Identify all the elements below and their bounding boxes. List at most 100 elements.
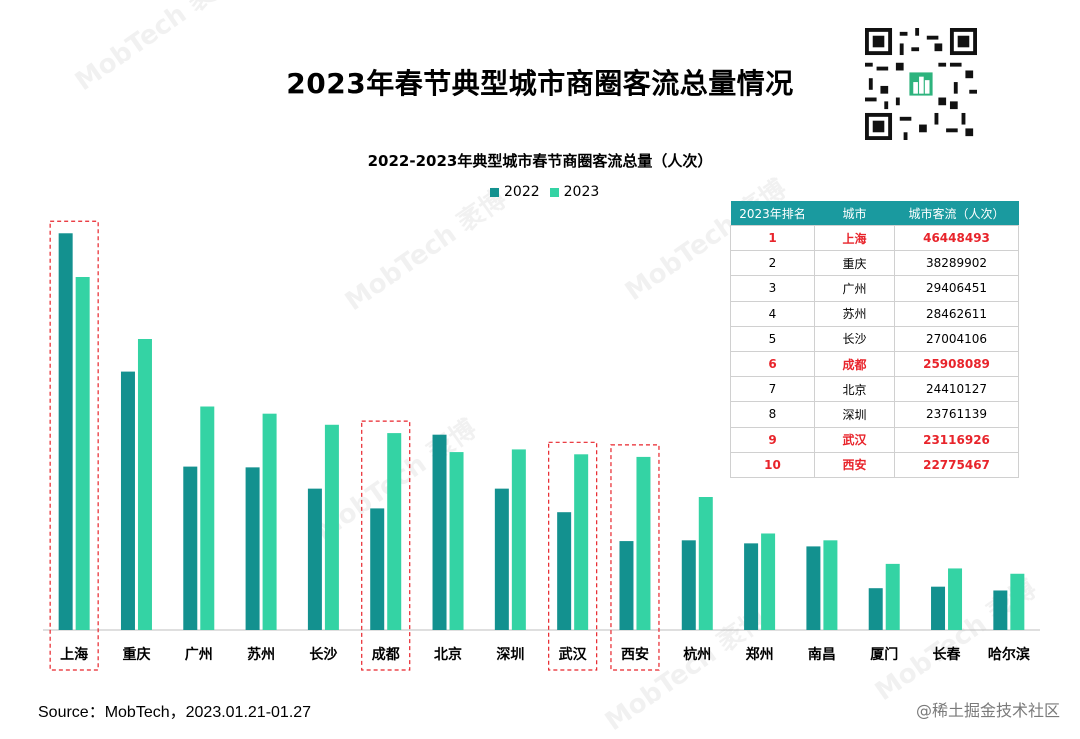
table-cell-flow: 27004106 <box>894 325 1019 352</box>
bar-2023 <box>262 413 277 630</box>
x-tick-label: 武汉 <box>559 646 588 663</box>
x-tick-label: 杭州 <box>683 646 711 663</box>
bar-2022 <box>931 586 946 630</box>
table-cell-city: 成都 <box>814 350 895 378</box>
legend-item-2023: 2023 <box>549 184 600 200</box>
x-tick-label: 厦门 <box>870 646 898 663</box>
x-tick-label: 北京 <box>434 646 462 663</box>
table-cell-city: 北京 <box>814 376 895 403</box>
table-cell-city: 武汉 <box>814 426 895 453</box>
table-cell-city: 重庆 <box>814 250 895 277</box>
table-cell-flow: 46448493 <box>894 224 1019 252</box>
table-header-flow: 城市客流（人次） <box>894 201 1019 226</box>
table-cell-rank: 7 <box>730 376 815 403</box>
bar-2022 <box>619 541 634 630</box>
legend-label-2023: 2023 <box>563 184 600 200</box>
table-cell-rank: 3 <box>730 275 815 302</box>
qr-code-icon <box>865 28 977 140</box>
table-row: 6 成都 25908089 <box>730 350 1019 378</box>
highlight-box-0 <box>49 220 99 671</box>
bar-2023 <box>137 338 152 630</box>
chart-legend: 2022 2023 <box>490 184 599 200</box>
bar-2022 <box>432 434 447 630</box>
bar-2022 <box>58 233 73 630</box>
table-header-row: 2023年排名 城市 城市客流（人次） <box>730 201 1019 226</box>
table-row: 8 深圳 23761139 <box>730 401 1019 428</box>
bar-2023 <box>885 563 900 630</box>
x-tick-label: 上海 <box>60 646 88 663</box>
bar-2022 <box>744 543 759 630</box>
bar-2022 <box>557 512 572 630</box>
bar-2022 <box>120 371 135 630</box>
table-header-rank: 2023年排名 <box>730 201 815 226</box>
highlight-box-9 <box>610 444 660 671</box>
table-cell-rank: 5 <box>730 325 815 352</box>
bar-2022 <box>868 588 883 630</box>
legend-item-2022: 2022 <box>490 184 540 200</box>
legend-swatch-2023 <box>549 187 559 197</box>
x-tick-label: 西安 <box>621 646 649 663</box>
table-row: 5 长沙 27004106 <box>730 325 1019 352</box>
x-tick-label: 长沙 <box>309 646 337 663</box>
table-row: 1 上海 46448493 <box>730 224 1019 252</box>
table-cell-flow: 22775467 <box>894 451 1019 478</box>
bar-2022 <box>307 488 322 630</box>
table-row: 4 苏州 28462611 <box>730 300 1019 327</box>
bar-2023 <box>511 449 526 630</box>
bar-2023 <box>948 568 963 630</box>
table-cell-rank: 6 <box>730 350 815 378</box>
table-cell-rank: 2 <box>730 250 815 277</box>
x-tick-label: 南昌 <box>808 646 836 663</box>
highlight-box-8 <box>548 441 598 671</box>
table-cell-rank: 1 <box>730 224 815 252</box>
table-cell-flow: 25908089 <box>894 350 1019 378</box>
table-cell-flow: 29406451 <box>894 275 1019 302</box>
table-cell-rank: 10 <box>730 451 815 478</box>
x-tick-label: 哈尔滨 <box>988 646 1030 663</box>
x-tick-label: 广州 <box>185 646 213 663</box>
bar-2023 <box>698 497 713 630</box>
bar-2022 <box>993 590 1008 630</box>
table-row: 10 西安 22775467 <box>730 451 1019 478</box>
page-title: 2023年春节典型城市商圈客流总量情况 <box>286 67 794 100</box>
x-tick-label: 深圳 <box>496 646 524 663</box>
bar-2023 <box>449 452 464 630</box>
table-cell-flow: 38289902 <box>894 250 1019 277</box>
highlight-box-5 <box>361 420 411 671</box>
bar-2022 <box>681 540 696 630</box>
bar-2023 <box>823 540 838 630</box>
bar-2023 <box>1010 573 1025 630</box>
table-cell-city: 深圳 <box>814 401 895 428</box>
bar-2023 <box>200 406 215 630</box>
table-cell-rank: 9 <box>730 426 815 453</box>
table-cell-flow: 24410127 <box>894 376 1019 403</box>
bar-2023 <box>761 533 776 630</box>
x-tick-label: 苏州 <box>247 646 275 663</box>
table-row: 9 武汉 23116926 <box>730 426 1019 453</box>
bar-2022 <box>245 467 260 630</box>
bar-2022 <box>806 546 821 630</box>
table-cell-rank: 8 <box>730 401 815 428</box>
table-row: 2 重庆 38289902 <box>730 250 1019 277</box>
bar-2023 <box>387 433 402 630</box>
table-cell-rank: 4 <box>730 300 815 327</box>
bar-2022 <box>494 488 509 630</box>
table-body: 1 上海 46448493 2 重庆 38289902 3 广州 29406451 4 苏州 2846… <box>730 224 1019 478</box>
table-cell-city: 西安 <box>814 451 895 478</box>
table-cell-flow: 23116926 <box>894 426 1019 453</box>
table-cell-city: 长沙 <box>814 325 895 352</box>
bar-2023 <box>324 424 339 630</box>
x-tick-label: 重庆 <box>122 646 150 663</box>
chart-title: 2022-2023年典型城市春节商圈客流总量（人次） <box>367 152 713 170</box>
table-cell-flow: 23761139 <box>894 401 1019 428</box>
table-row: 7 北京 24410127 <box>730 376 1019 403</box>
bar-2023 <box>75 276 90 630</box>
bar-2022 <box>370 508 385 630</box>
table-header-city: 城市 <box>814 201 895 226</box>
table-cell-city: 上海 <box>814 224 895 252</box>
table-cell-city: 苏州 <box>814 300 895 327</box>
credit-text: @稀土掘金技术社区 <box>915 701 1060 720</box>
table-cell-flow: 28462611 <box>894 300 1019 327</box>
source-note: Source：MobTech，2023.01.21-01.27 <box>38 704 312 721</box>
